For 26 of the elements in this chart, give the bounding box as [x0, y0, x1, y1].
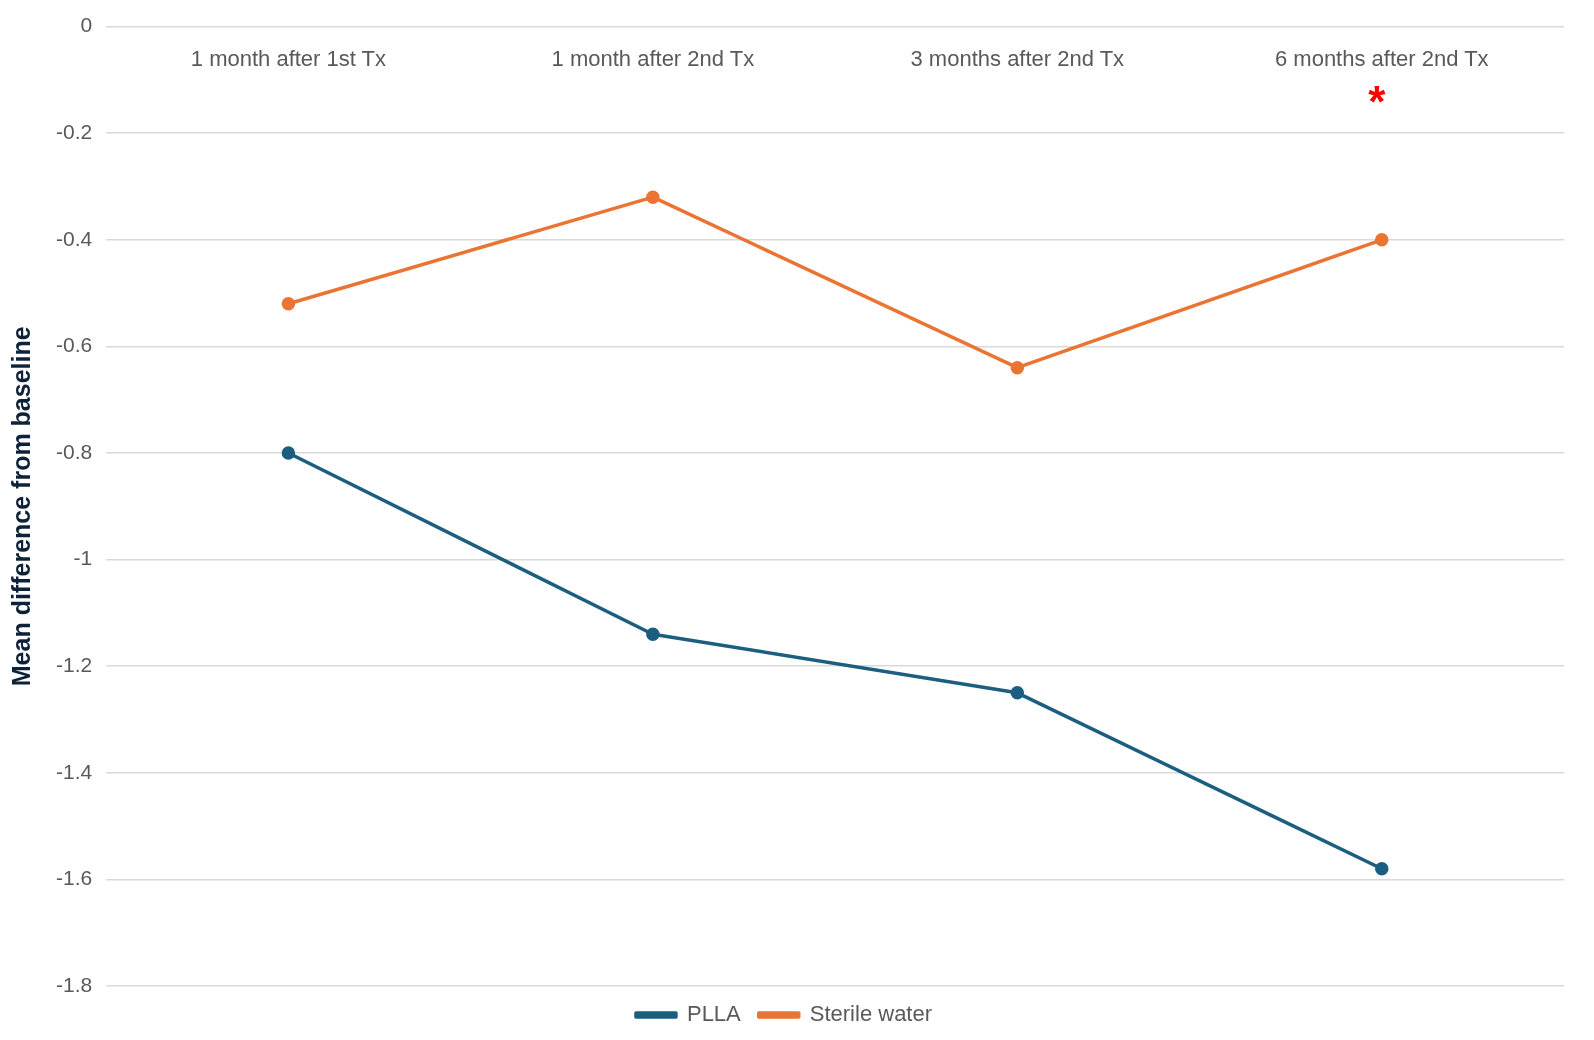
y-tick-label: -1.6 — [56, 866, 93, 890]
y-axis-title: Mean difference from baseline — [6, 326, 35, 687]
y-tick-label: 0 — [80, 13, 93, 37]
point — [646, 190, 660, 204]
y-tick-label: -1.8 — [56, 972, 93, 996]
legend-label: Sterile water — [809, 1001, 933, 1027]
annotation: * — [1368, 76, 1387, 126]
point — [1375, 861, 1389, 876]
y-tick-label: -1.4 — [56, 759, 93, 783]
point — [281, 446, 296, 460]
y-tick-label: -1.2 — [56, 653, 93, 676]
x-tick-label: 6 months after 2nd Tx — [1274, 45, 1489, 71]
point — [1375, 233, 1389, 247]
x-tick-label: 1 month after 1st Tx — [190, 45, 387, 71]
x-tick-label: 3 months after 2nd Tx — [910, 45, 1125, 71]
point — [1010, 686, 1025, 700]
y-tick-label: -0.2 — [56, 120, 93, 143]
point — [281, 297, 296, 311]
point — [1010, 360, 1025, 375]
legend-label: PLLA — [686, 1001, 742, 1027]
y-tick-label: -1 — [73, 546, 93, 570]
y-tick-label: -0.6 — [56, 333, 93, 357]
x-tick-label: 1 month after 2nd Tx — [551, 45, 755, 71]
y-tick-label: -0.4 — [56, 226, 93, 250]
point — [646, 627, 660, 641]
y-tick-label: -0.8 — [56, 439, 93, 463]
